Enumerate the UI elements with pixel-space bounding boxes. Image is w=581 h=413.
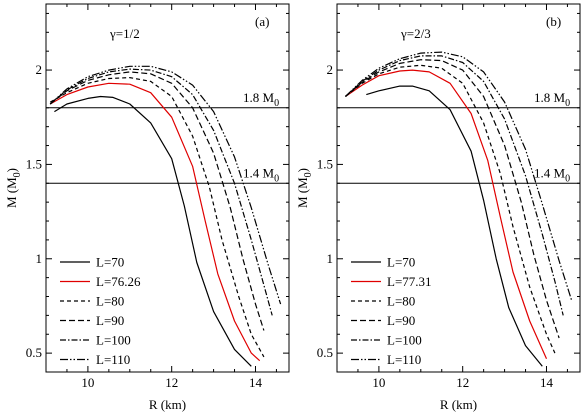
y-axis-label-close: ) xyxy=(295,168,310,172)
y-axis-label: M (M0) xyxy=(4,168,23,208)
reference-label: 1.4 M0 xyxy=(534,165,570,184)
legend-label: L=70 xyxy=(96,255,124,270)
legend-label: L=76.26 xyxy=(96,274,141,289)
reference-label-main: 1.4 M xyxy=(534,165,566,180)
x-tick-label: 12 xyxy=(165,375,178,390)
x-tick-label: 12 xyxy=(456,375,469,390)
reference-label-sub: 0 xyxy=(565,98,570,109)
y-axis-label-main: M (M xyxy=(295,177,310,208)
reference-label-sub: 0 xyxy=(274,173,279,184)
x-tick-label: 14 xyxy=(249,375,263,390)
series-line-l-110 xyxy=(344,51,573,301)
series-line-l-77-31 xyxy=(345,69,548,360)
legend-label: L=90 xyxy=(387,313,415,328)
x-axis-label: R (km) xyxy=(440,397,477,412)
panel-label: (b) xyxy=(546,14,561,29)
series-group xyxy=(49,65,282,367)
legend-label: L=100 xyxy=(387,333,422,348)
series-line-l-90 xyxy=(49,71,265,331)
x-axis-label: R (km) xyxy=(149,397,186,412)
x-tick-label: 10 xyxy=(81,375,94,390)
panel-b: 10 12 140.511.52R (km)M (M0)1.8 M01.4 M0(b… xyxy=(295,3,581,412)
series-line-l-110 xyxy=(49,65,282,305)
series-line-l-80 xyxy=(49,76,265,358)
plot-frame xyxy=(45,3,290,373)
reference-label-main: 1.8 M xyxy=(243,90,275,105)
gamma-label: γ=2/3 xyxy=(400,26,431,41)
series-line-l-76-26 xyxy=(49,82,261,362)
reference-label-sub: 0 xyxy=(274,98,279,109)
reference-label: 1.8 M0 xyxy=(534,90,570,109)
y-tick-label: 1 xyxy=(36,251,43,266)
series-line-l-100 xyxy=(344,55,564,316)
y-tick-label: 1.5 xyxy=(317,156,333,171)
y-axis-label: M (M0) xyxy=(295,168,314,208)
series-group xyxy=(344,51,573,367)
series-line-l-90 xyxy=(345,59,560,339)
y-axis-label-close: ) xyxy=(4,168,19,172)
legend-label: L=100 xyxy=(96,333,131,348)
y-tick-label: 1 xyxy=(327,251,334,266)
panel-a: 10 12 140.511.52R (km)M (M0)1.8 M01.4 M0(a… xyxy=(4,3,290,412)
series-line-l-70 xyxy=(366,85,543,367)
legend-label: L=110 xyxy=(387,352,421,367)
legend-label: L=90 xyxy=(96,313,124,328)
reference-label-sub: 0 xyxy=(565,173,570,184)
series-line-l-70 xyxy=(54,95,252,367)
panel-label: (a) xyxy=(255,14,269,29)
x-tick-label: 14 xyxy=(540,375,554,390)
legend-label: L=80 xyxy=(387,294,415,309)
y-tick-label: 2 xyxy=(327,62,334,77)
series-line-l-80 xyxy=(345,64,556,354)
gamma-label: γ=1/2 xyxy=(109,26,140,41)
reference-label-main: 1.4 M xyxy=(243,165,275,180)
legend-label: L=80 xyxy=(96,294,124,309)
y-tick-label: 2 xyxy=(36,62,43,77)
x-tick-label: 10 xyxy=(372,375,385,390)
y-axis-label-main: M (M xyxy=(4,177,19,208)
legend-label: L=77.31 xyxy=(387,274,432,289)
y-tick-label: 1.5 xyxy=(26,156,42,171)
legend-label: L=110 xyxy=(96,352,130,367)
reference-label: 1.4 M0 xyxy=(243,165,279,184)
legend-label: L=70 xyxy=(387,255,415,270)
series-line-l-100 xyxy=(49,68,273,316)
y-tick-label: 0.5 xyxy=(317,345,333,360)
y-tick-label: 0.5 xyxy=(26,345,42,360)
plot-frame xyxy=(336,3,581,373)
reference-label: 1.8 M0 xyxy=(243,90,279,109)
reference-label-main: 1.8 M xyxy=(534,90,566,105)
y-axis-label-sub: 0 xyxy=(303,172,314,177)
y-axis-label-sub: 0 xyxy=(12,172,23,177)
